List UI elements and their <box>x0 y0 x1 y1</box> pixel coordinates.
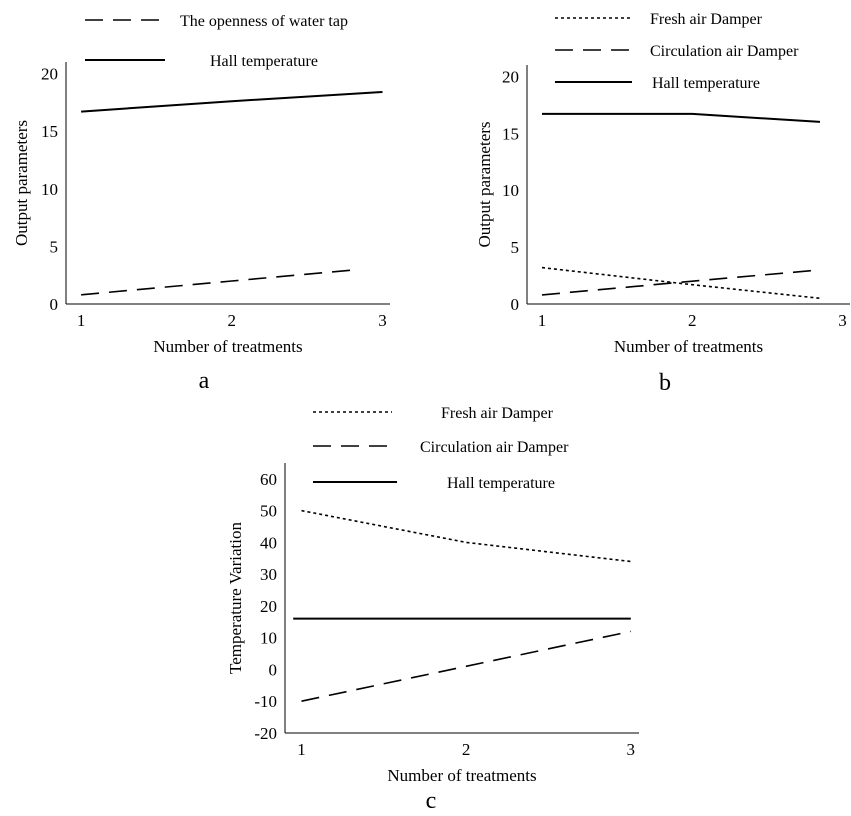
y-axis-label: Temperature Variation <box>226 522 245 674</box>
y-tick-label: 10 <box>41 180 58 199</box>
y-tick-label: 15 <box>502 124 519 143</box>
series-line-dashed <box>301 630 631 702</box>
y-tick-label: -20 <box>254 724 277 743</box>
y-tick-label: -10 <box>254 692 277 711</box>
legend-label: Fresh air Damper <box>650 11 763 28</box>
series-line-solid <box>81 91 383 113</box>
y-tick-label: 0 <box>50 295 59 314</box>
y-tick-label: 30 <box>260 565 277 584</box>
panel-b: 0 5 10 15 20 1 2 3 Number of treatments Output pa… <box>475 11 850 396</box>
x-tick-label: 1 <box>538 311 547 330</box>
legend-label: Fresh air Damper <box>441 405 554 422</box>
y-tick-label: 20 <box>41 65 58 84</box>
x-tick-label: 3 <box>627 740 636 759</box>
y-tick-label: 5 <box>511 238 520 257</box>
x-tick-label: 1 <box>297 740 306 759</box>
x-tick-label: 1 <box>77 311 86 330</box>
y-axis-label: Output parameters <box>12 120 31 246</box>
x-tick-label: 2 <box>688 311 697 330</box>
x-tick-label: 3 <box>838 311 847 330</box>
legend-label: The openness of water tap <box>180 13 348 30</box>
legend-label: Hall temperature <box>447 475 555 492</box>
panel-c: -20 -10 0 10 20 30 40 50 60 1 2 3 Number of treatmen… <box>226 405 639 814</box>
x-tick-label: 2 <box>228 311 237 330</box>
series-line-dashed <box>81 268 360 296</box>
y-tick-label: 5 <box>50 237 59 256</box>
x-tick-label: 2 <box>462 740 471 759</box>
y-tick-label: 10 <box>502 181 519 200</box>
series-line-solid <box>542 112 821 123</box>
legend-label: Hall temperature <box>210 53 318 70</box>
x-axis-label: Number of treatments <box>387 766 536 785</box>
y-tick-label: 15 <box>41 122 58 141</box>
y-tick-label: 20 <box>502 67 519 86</box>
panel-letter: c <box>426 788 437 814</box>
y-tick-label: 20 <box>260 597 277 616</box>
legend-label: Circulation air Damper <box>420 439 569 456</box>
x-axis-label: Number of treatments <box>614 337 763 356</box>
series-line-dotted <box>541 266 821 300</box>
legend-label: Circulation air Damper <box>650 43 799 60</box>
legend-label: Hall temperature <box>652 75 760 92</box>
panel-letter: a <box>199 368 210 394</box>
panel-a: 0 5 10 15 20 1 2 3 Number of treatments Output pa… <box>12 13 390 394</box>
y-tick-label: 0 <box>511 295 520 314</box>
series-line-dotted <box>301 509 631 563</box>
y-tick-label: 0 <box>269 660 278 679</box>
y-tick-label: 50 <box>260 502 277 521</box>
x-axis-label: Number of treatments <box>153 337 302 356</box>
series-line-dashed <box>541 269 821 296</box>
y-tick-label: 40 <box>260 533 277 552</box>
x-tick-label: 3 <box>378 311 387 330</box>
panel-letter: b <box>659 370 671 396</box>
y-tick-label: 60 <box>260 470 277 489</box>
y-tick-label: 10 <box>260 629 277 648</box>
y-axis-label: Output parameters <box>475 121 494 247</box>
